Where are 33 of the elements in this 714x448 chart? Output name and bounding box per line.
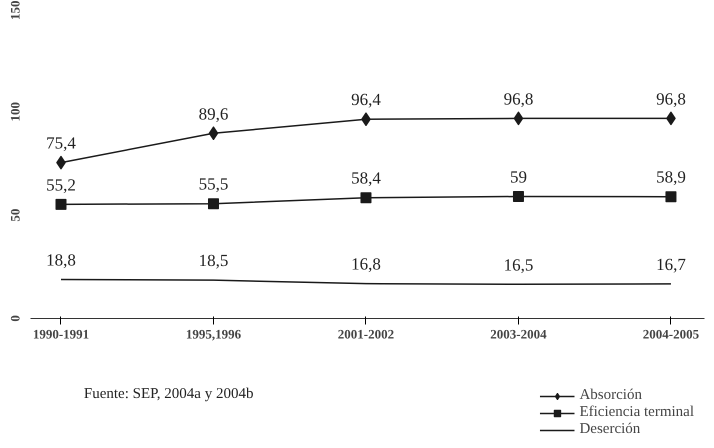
point bbox=[56, 198, 66, 210]
point bbox=[208, 198, 219, 210]
point bbox=[665, 191, 676, 202]
data-label: 75,4 bbox=[46, 134, 76, 153]
data-label: 89,6 bbox=[198, 104, 228, 124]
x-tick-label: 2003-2004 bbox=[490, 326, 548, 342]
y-tick-label: 150 bbox=[8, 0, 22, 20]
source-note: Fuente: SEP, 2004a y 2004b bbox=[84, 386, 254, 402]
data-label: 18,8 bbox=[46, 250, 76, 270]
data-label: 16,8 bbox=[351, 254, 381, 274]
data-label: 18,5 bbox=[198, 251, 228, 270]
data-label: 55,5 bbox=[198, 174, 228, 194]
legend-label: Absorción bbox=[579, 387, 642, 404]
y-tick-label: 50 bbox=[8, 208, 22, 222]
data-label: 58,4 bbox=[351, 168, 382, 188]
data-label: 55,2 bbox=[46, 175, 76, 194]
data-label: 16,7 bbox=[656, 254, 686, 274]
y-tick-label: 0 bbox=[8, 315, 22, 322]
data-label: 59 bbox=[510, 167, 527, 186]
data-label: 16,5 bbox=[504, 255, 534, 274]
x-tick-label: 1995,1996 bbox=[186, 326, 242, 342]
legend-label: Deserción bbox=[579, 421, 640, 438]
data-label: 96,8 bbox=[656, 89, 686, 108]
point bbox=[512, 190, 524, 202]
x-tick-label: 2001-2002 bbox=[338, 326, 394, 342]
legend-label: Eficiencia terminal bbox=[579, 404, 694, 421]
data-label: 96,8 bbox=[504, 89, 534, 108]
data-label: 58,9 bbox=[656, 168, 686, 187]
x-tick-label: 1990-1991 bbox=[32, 326, 90, 342]
y-tick-label: 100 bbox=[8, 102, 22, 122]
x-tick-label: 2004-2005 bbox=[642, 326, 700, 342]
point bbox=[360, 192, 372, 204]
data-label: 96,4 bbox=[351, 90, 382, 110]
